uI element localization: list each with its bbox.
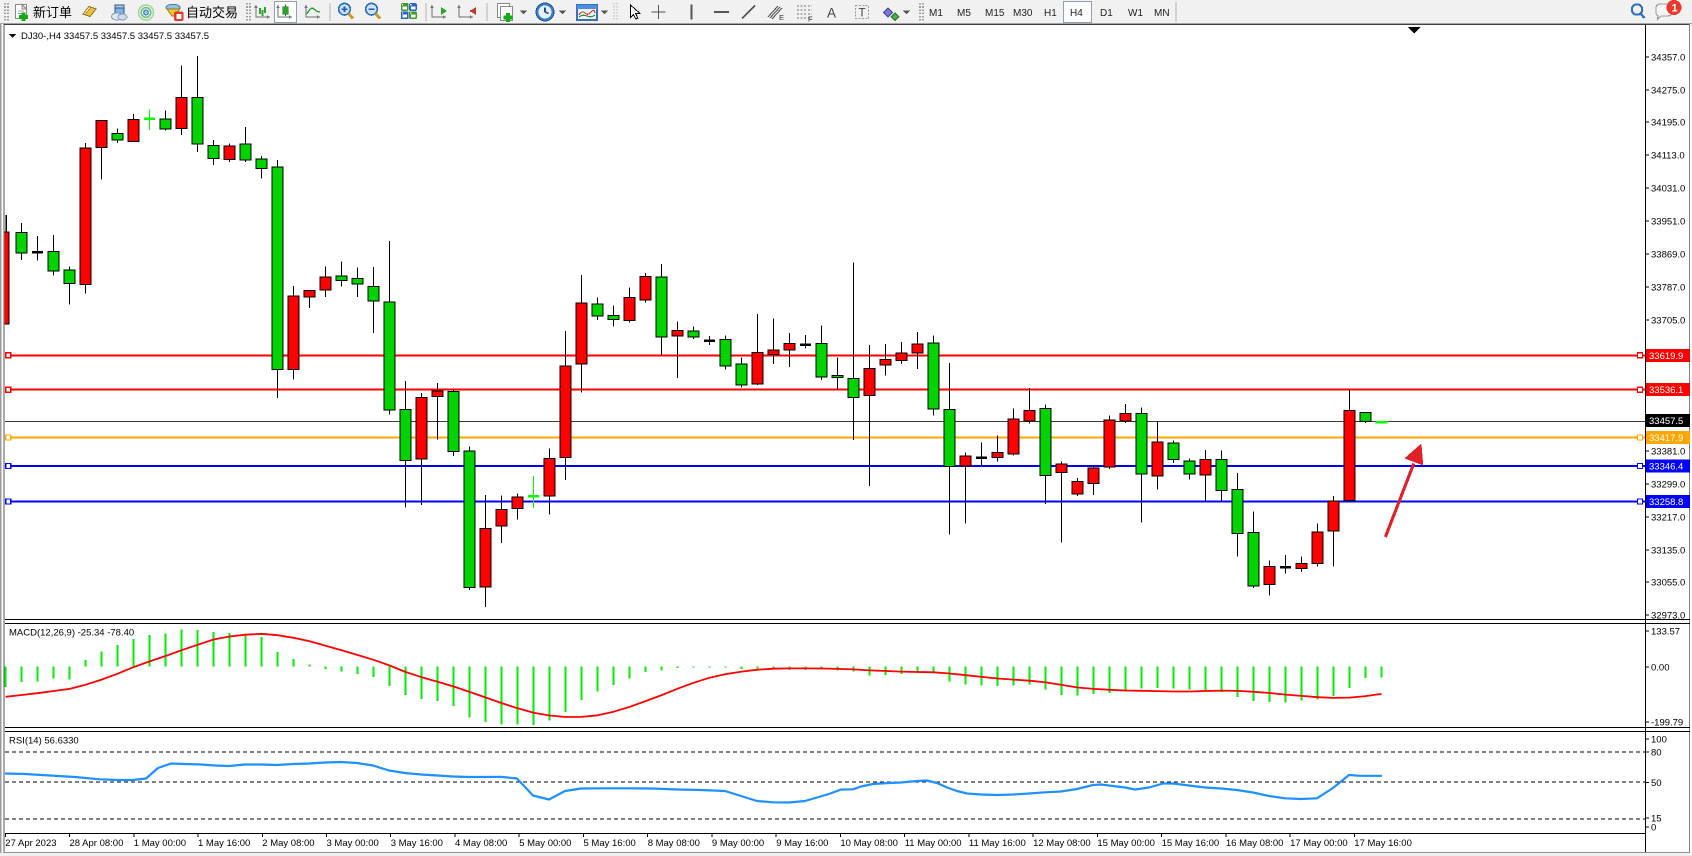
svg-text:E: E bbox=[779, 13, 784, 22]
svg-text:11 May 00:00: 11 May 00:00 bbox=[905, 838, 962, 849]
svg-text:自动交易: 自动交易 bbox=[186, 5, 238, 20]
svg-text:M15: M15 bbox=[985, 8, 1005, 19]
svg-text:1: 1 bbox=[1672, 3, 1678, 15]
svg-text:0.00: 0.00 bbox=[1651, 663, 1670, 674]
svg-text:M1: M1 bbox=[929, 8, 943, 19]
svg-text:-199.79: -199.79 bbox=[1651, 718, 1683, 729]
svg-text:M5: M5 bbox=[957, 8, 971, 19]
svg-text:33705.0: 33705.0 bbox=[1651, 316, 1685, 327]
svg-text:H1: H1 bbox=[1044, 8, 1057, 19]
svg-text:3 May 16:00: 3 May 16:00 bbox=[391, 838, 443, 849]
svg-text:A: A bbox=[827, 6, 836, 21]
svg-text:15 May 00:00: 15 May 00:00 bbox=[1097, 838, 1155, 849]
svg-text:3 May 00:00: 3 May 00:00 bbox=[327, 838, 379, 849]
svg-text:34113.0: 34113.0 bbox=[1651, 151, 1685, 162]
svg-text:100: 100 bbox=[1651, 735, 1667, 746]
svg-text:33381.0: 33381.0 bbox=[1651, 447, 1685, 458]
svg-text:33346.4: 33346.4 bbox=[1649, 462, 1683, 473]
svg-text:33869.0: 33869.0 bbox=[1651, 250, 1685, 261]
svg-text:H4: H4 bbox=[1070, 8, 1083, 19]
svg-text:50: 50 bbox=[1651, 778, 1662, 789]
svg-text:4 May 08:00: 4 May 08:00 bbox=[455, 838, 507, 849]
svg-text:28 Apr 08:00: 28 Apr 08:00 bbox=[70, 838, 124, 849]
svg-text:T: T bbox=[859, 8, 866, 20]
svg-text:8 May 08:00: 8 May 08:00 bbox=[648, 838, 700, 849]
svg-text:W1: W1 bbox=[1128, 8, 1143, 19]
svg-text:D1: D1 bbox=[1100, 8, 1113, 19]
svg-text:33217.0: 33217.0 bbox=[1651, 513, 1685, 524]
svg-text:80: 80 bbox=[1651, 748, 1662, 759]
svg-text:34031.0: 34031.0 bbox=[1651, 184, 1685, 195]
svg-text:33135.0: 33135.0 bbox=[1651, 546, 1685, 557]
svg-text:33258.8: 33258.8 bbox=[1649, 497, 1683, 508]
svg-text:33457.5: 33457.5 bbox=[1649, 416, 1683, 427]
svg-text:34357.0: 34357.0 bbox=[1651, 53, 1685, 64]
svg-text:1 May 16:00: 1 May 16:00 bbox=[198, 838, 250, 849]
svg-text:5 May 16:00: 5 May 16:00 bbox=[584, 838, 636, 849]
svg-text:MACD(12,26,9) -25.34 -78.40: MACD(12,26,9) -25.34 -78.40 bbox=[9, 628, 134, 639]
svg-text:12 May 08:00: 12 May 08:00 bbox=[1033, 838, 1091, 849]
svg-text:11 May 16:00: 11 May 16:00 bbox=[969, 838, 1026, 849]
svg-text:33787.0: 33787.0 bbox=[1651, 283, 1685, 294]
svg-text:0: 0 bbox=[1651, 823, 1656, 834]
svg-text:1 May 00:00: 1 May 00:00 bbox=[134, 838, 186, 849]
svg-text:5 May 00:00: 5 May 00:00 bbox=[519, 838, 571, 849]
svg-text:9 May 00:00: 9 May 00:00 bbox=[712, 838, 764, 849]
svg-text:33951.0: 33951.0 bbox=[1651, 217, 1685, 228]
svg-text:33536.1: 33536.1 bbox=[1649, 385, 1683, 396]
svg-text:16 May 08:00: 16 May 08:00 bbox=[1226, 838, 1284, 849]
svg-text:DJ30-,H4 33457.5 33457.5 3345: DJ30-,H4 33457.5 33457.5 33457.5 33457.5 bbox=[21, 31, 209, 42]
svg-text:17 May 16:00: 17 May 16:00 bbox=[1354, 838, 1412, 849]
svg-text:15 May 16:00: 15 May 16:00 bbox=[1162, 838, 1220, 849]
svg-text:10 May 08:00: 10 May 08:00 bbox=[840, 838, 898, 849]
svg-text:17 May 00:00: 17 May 00:00 bbox=[1290, 838, 1348, 849]
svg-text:2 May 08:00: 2 May 08:00 bbox=[262, 838, 314, 849]
svg-text:15: 15 bbox=[1651, 814, 1662, 825]
svg-text:34195.0: 34195.0 bbox=[1651, 118, 1685, 129]
svg-text:新订单: 新订单 bbox=[33, 5, 72, 20]
svg-text:33055.0: 33055.0 bbox=[1651, 578, 1685, 589]
svg-text:34275.0: 34275.0 bbox=[1651, 86, 1685, 97]
svg-text:32973.0: 32973.0 bbox=[1651, 611, 1685, 622]
svg-text:27 Apr 2023: 27 Apr 2023 bbox=[5, 838, 56, 849]
svg-text:F: F bbox=[808, 15, 813, 24]
svg-text:M30: M30 bbox=[1013, 8, 1033, 19]
svg-text:9 May 16:00: 9 May 16:00 bbox=[776, 838, 828, 849]
svg-text:133.57: 133.57 bbox=[1651, 627, 1680, 638]
svg-text:MN: MN bbox=[1154, 8, 1170, 19]
svg-text:33417.9: 33417.9 bbox=[1649, 433, 1683, 444]
svg-text:33619.9: 33619.9 bbox=[1649, 351, 1683, 362]
svg-text:RSI(14) 56.6330: RSI(14) 56.6330 bbox=[9, 736, 79, 747]
svg-text:33299.0: 33299.0 bbox=[1651, 480, 1685, 491]
